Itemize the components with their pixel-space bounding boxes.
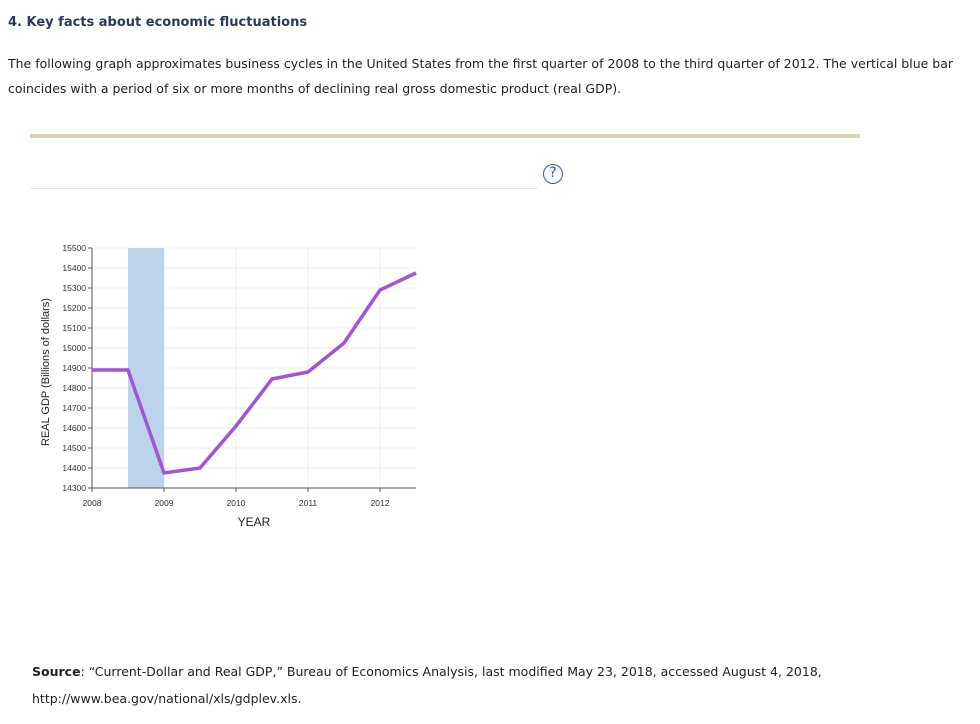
source-citation: Source: “Current-Dollar and Real GDP,” B… (32, 658, 962, 712)
question-title: 4. Key facts about economic fluctuations (8, 15, 308, 30)
series-layer (92, 271, 417, 475)
x-tick-label: 2009 (155, 498, 174, 508)
y-tick-label: 15100 (62, 323, 86, 333)
source-label: Source (32, 664, 81, 679)
x-tick-label: 2011 (299, 498, 318, 508)
y-tick-label: 15200 (62, 303, 86, 313)
divider (30, 134, 860, 138)
y-tick-label: 14900 (62, 363, 86, 373)
x-tick-label: 2012 (371, 498, 390, 508)
y-tick-label: 15000 (62, 343, 86, 353)
y-tick-label: 15300 (62, 283, 86, 293)
source-text: : “Current-Dollar and Real GDP,” Bureau … (32, 664, 822, 706)
x-tick-label: 2008 (83, 498, 102, 508)
axis-layer: 14300 14400 14500 14600 14700 14800 14900 15000… (62, 243, 416, 508)
x-axis-title: YEAR (238, 515, 271, 529)
question-intro: The following graph approximates busines… (8, 56, 954, 96)
y-tick-label: 14600 (62, 423, 86, 433)
y-tick-label: 14700 (62, 403, 86, 413)
graph-header-divider (30, 188, 538, 189)
y-tick-label: 14800 (62, 383, 86, 393)
y-tick-label: 14400 (62, 463, 86, 473)
gdp-series-line (92, 271, 417, 475)
y-axis-title: REAL GDP (Billions of dollars) (40, 298, 52, 446)
y-tick-label: 15500 (62, 243, 86, 253)
y-tick-label: 14300 (62, 483, 86, 493)
recession-band-layer (128, 248, 164, 488)
x-tick-label: 2010 (227, 498, 246, 508)
y-tick-label: 14500 (62, 443, 86, 453)
y-tick-label: 15400 (62, 263, 86, 273)
gdp-line-chart: 14300 14400 14500 14600 14700 14800 14900 15000… (40, 243, 417, 529)
question-mark-icon[interactable]: ? (543, 164, 563, 184)
recession-band (128, 248, 164, 488)
